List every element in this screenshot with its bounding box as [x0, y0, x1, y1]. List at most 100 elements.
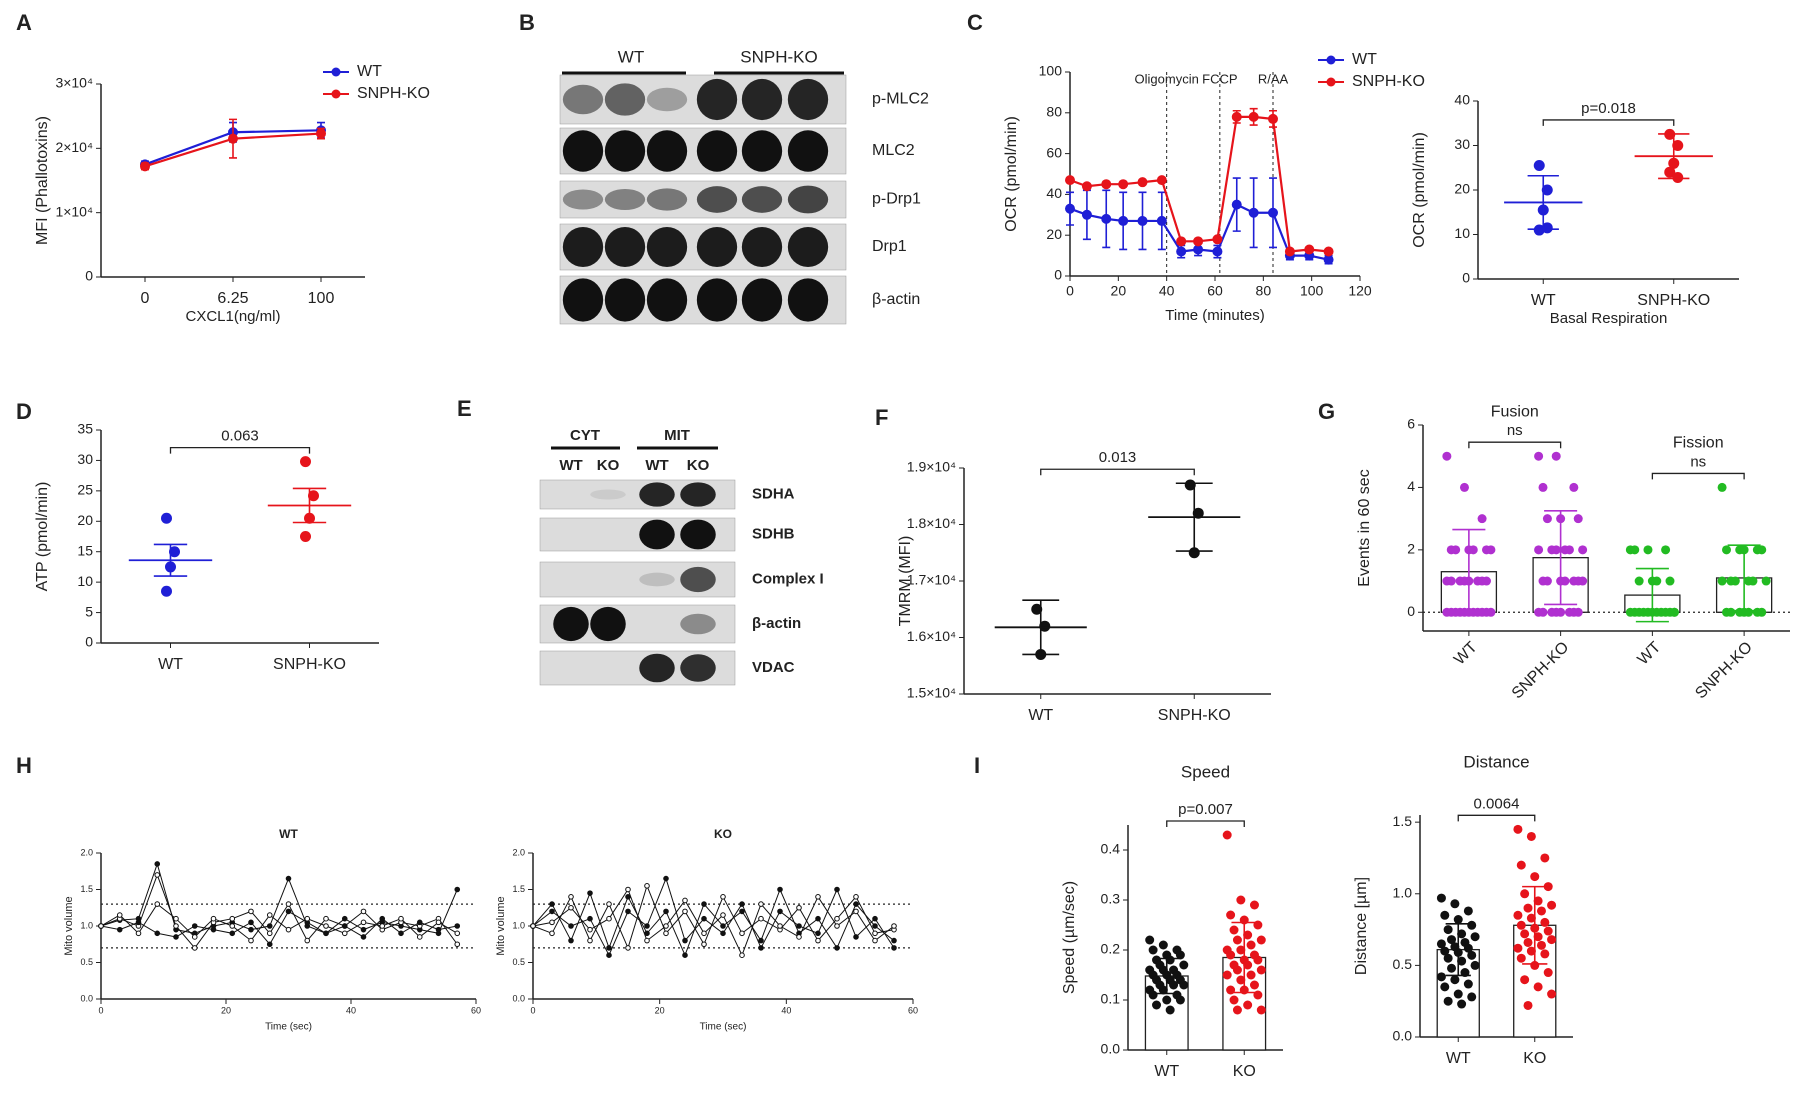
blot-band — [646, 226, 688, 268]
data-point — [1536, 940, 1546, 950]
data-point — [872, 937, 878, 944]
y-tick-label: 0.0 — [512, 993, 525, 1003]
data-point — [1158, 940, 1168, 950]
data-point — [1440, 946, 1450, 956]
blot-band — [696, 226, 738, 268]
data-point — [1446, 607, 1456, 617]
blot-column-label: SNPH-KO — [740, 47, 817, 66]
series-line — [100, 873, 458, 949]
blot-band — [787, 226, 829, 268]
data-point — [739, 952, 745, 959]
blot-band — [553, 606, 589, 642]
data-point — [1551, 451, 1561, 461]
data-point — [834, 945, 840, 951]
series-line — [100, 903, 458, 942]
data-point — [1256, 1005, 1266, 1015]
blot-band — [639, 572, 675, 587]
x-tick-label: 60 — [1207, 283, 1223, 299]
data-point — [1212, 246, 1223, 257]
data-point — [853, 894, 859, 900]
data-point — [701, 915, 707, 922]
y-tick-label: 1.5 — [1393, 813, 1413, 829]
data-point — [796, 923, 802, 929]
data-point — [161, 585, 172, 597]
data-point — [1436, 972, 1446, 982]
data-point — [1717, 482, 1727, 492]
data-point — [1169, 980, 1179, 990]
data-point — [1457, 999, 1467, 1009]
data-point — [1236, 975, 1246, 985]
data-point — [606, 952, 612, 959]
data-point — [229, 930, 236, 937]
data-point — [1443, 925, 1453, 935]
data-point — [1236, 945, 1246, 955]
data-point — [1031, 603, 1043, 615]
chart: 0 20 40 60 80 100 OCR (pmol/min) Time (minutes)… — [1003, 51, 1425, 324]
y-tick-label: 3×10⁴ — [55, 75, 93, 91]
data-point — [701, 941, 707, 948]
y-tick-label: 0 — [1462, 270, 1470, 286]
data-point — [135, 919, 142, 926]
data-point — [248, 937, 254, 944]
data-point — [341, 930, 348, 937]
data-point — [1540, 949, 1550, 959]
data-point — [1513, 910, 1523, 920]
blot-row-label: Complex I — [752, 570, 824, 587]
data-point — [304, 937, 311, 944]
data-point — [1530, 960, 1540, 970]
x-tick-label: KO — [1523, 1050, 1546, 1067]
data-point — [1152, 1000, 1162, 1010]
y-tick-label: 6 — [1407, 416, 1415, 432]
x-tick-label: 60 — [908, 1005, 918, 1015]
x-tick-label: 40 — [346, 1005, 356, 1015]
data-point — [435, 926, 442, 933]
data-point — [1193, 244, 1204, 255]
data-point — [1284, 246, 1295, 257]
data-point — [587, 937, 593, 944]
data-point — [663, 908, 669, 915]
data-point — [891, 945, 897, 951]
data-point — [625, 908, 631, 915]
data-point — [191, 945, 198, 951]
data-point — [1533, 896, 1543, 906]
data-point — [1481, 607, 1491, 617]
data-point — [1268, 207, 1278, 218]
data-point — [549, 919, 555, 926]
data-point — [1757, 545, 1767, 555]
blot-band — [604, 188, 646, 211]
data-point — [1246, 940, 1256, 950]
data-point — [644, 937, 650, 944]
x-tick-label: WT — [1446, 1050, 1471, 1067]
significance-bracket — [1468, 441, 1562, 449]
series-line — [532, 888, 895, 957]
blot-band — [741, 130, 783, 172]
chart-title: Speed — [1181, 762, 1230, 781]
blot-lane-label: KO — [687, 457, 710, 474]
data-point — [853, 908, 859, 915]
data-point — [1516, 860, 1526, 870]
data-point — [1542, 514, 1552, 524]
data-point — [1118, 215, 1129, 226]
data-point — [587, 926, 593, 933]
data-point — [323, 930, 329, 937]
data-point — [568, 923, 574, 929]
data-point — [98, 923, 104, 929]
blot-lane-label: WT — [645, 457, 668, 474]
data-point — [1564, 545, 1574, 555]
blot-band — [646, 130, 688, 172]
data-point — [834, 886, 840, 893]
data-point — [1672, 172, 1684, 184]
y-tick-label: 0 — [85, 268, 93, 284]
blot-lane-label: KO — [597, 457, 620, 474]
data-point — [682, 952, 688, 959]
data-point — [1634, 607, 1644, 617]
data-point — [1560, 576, 1570, 586]
data-point — [1304, 244, 1315, 255]
data-point — [341, 915, 348, 922]
x-tick-label: 20 — [221, 1005, 231, 1015]
data-point — [1467, 920, 1477, 930]
y-tick-label: 0.1 — [1101, 991, 1121, 1007]
data-point — [398, 930, 404, 937]
data-point — [1440, 910, 1450, 920]
data-point — [777, 886, 783, 893]
